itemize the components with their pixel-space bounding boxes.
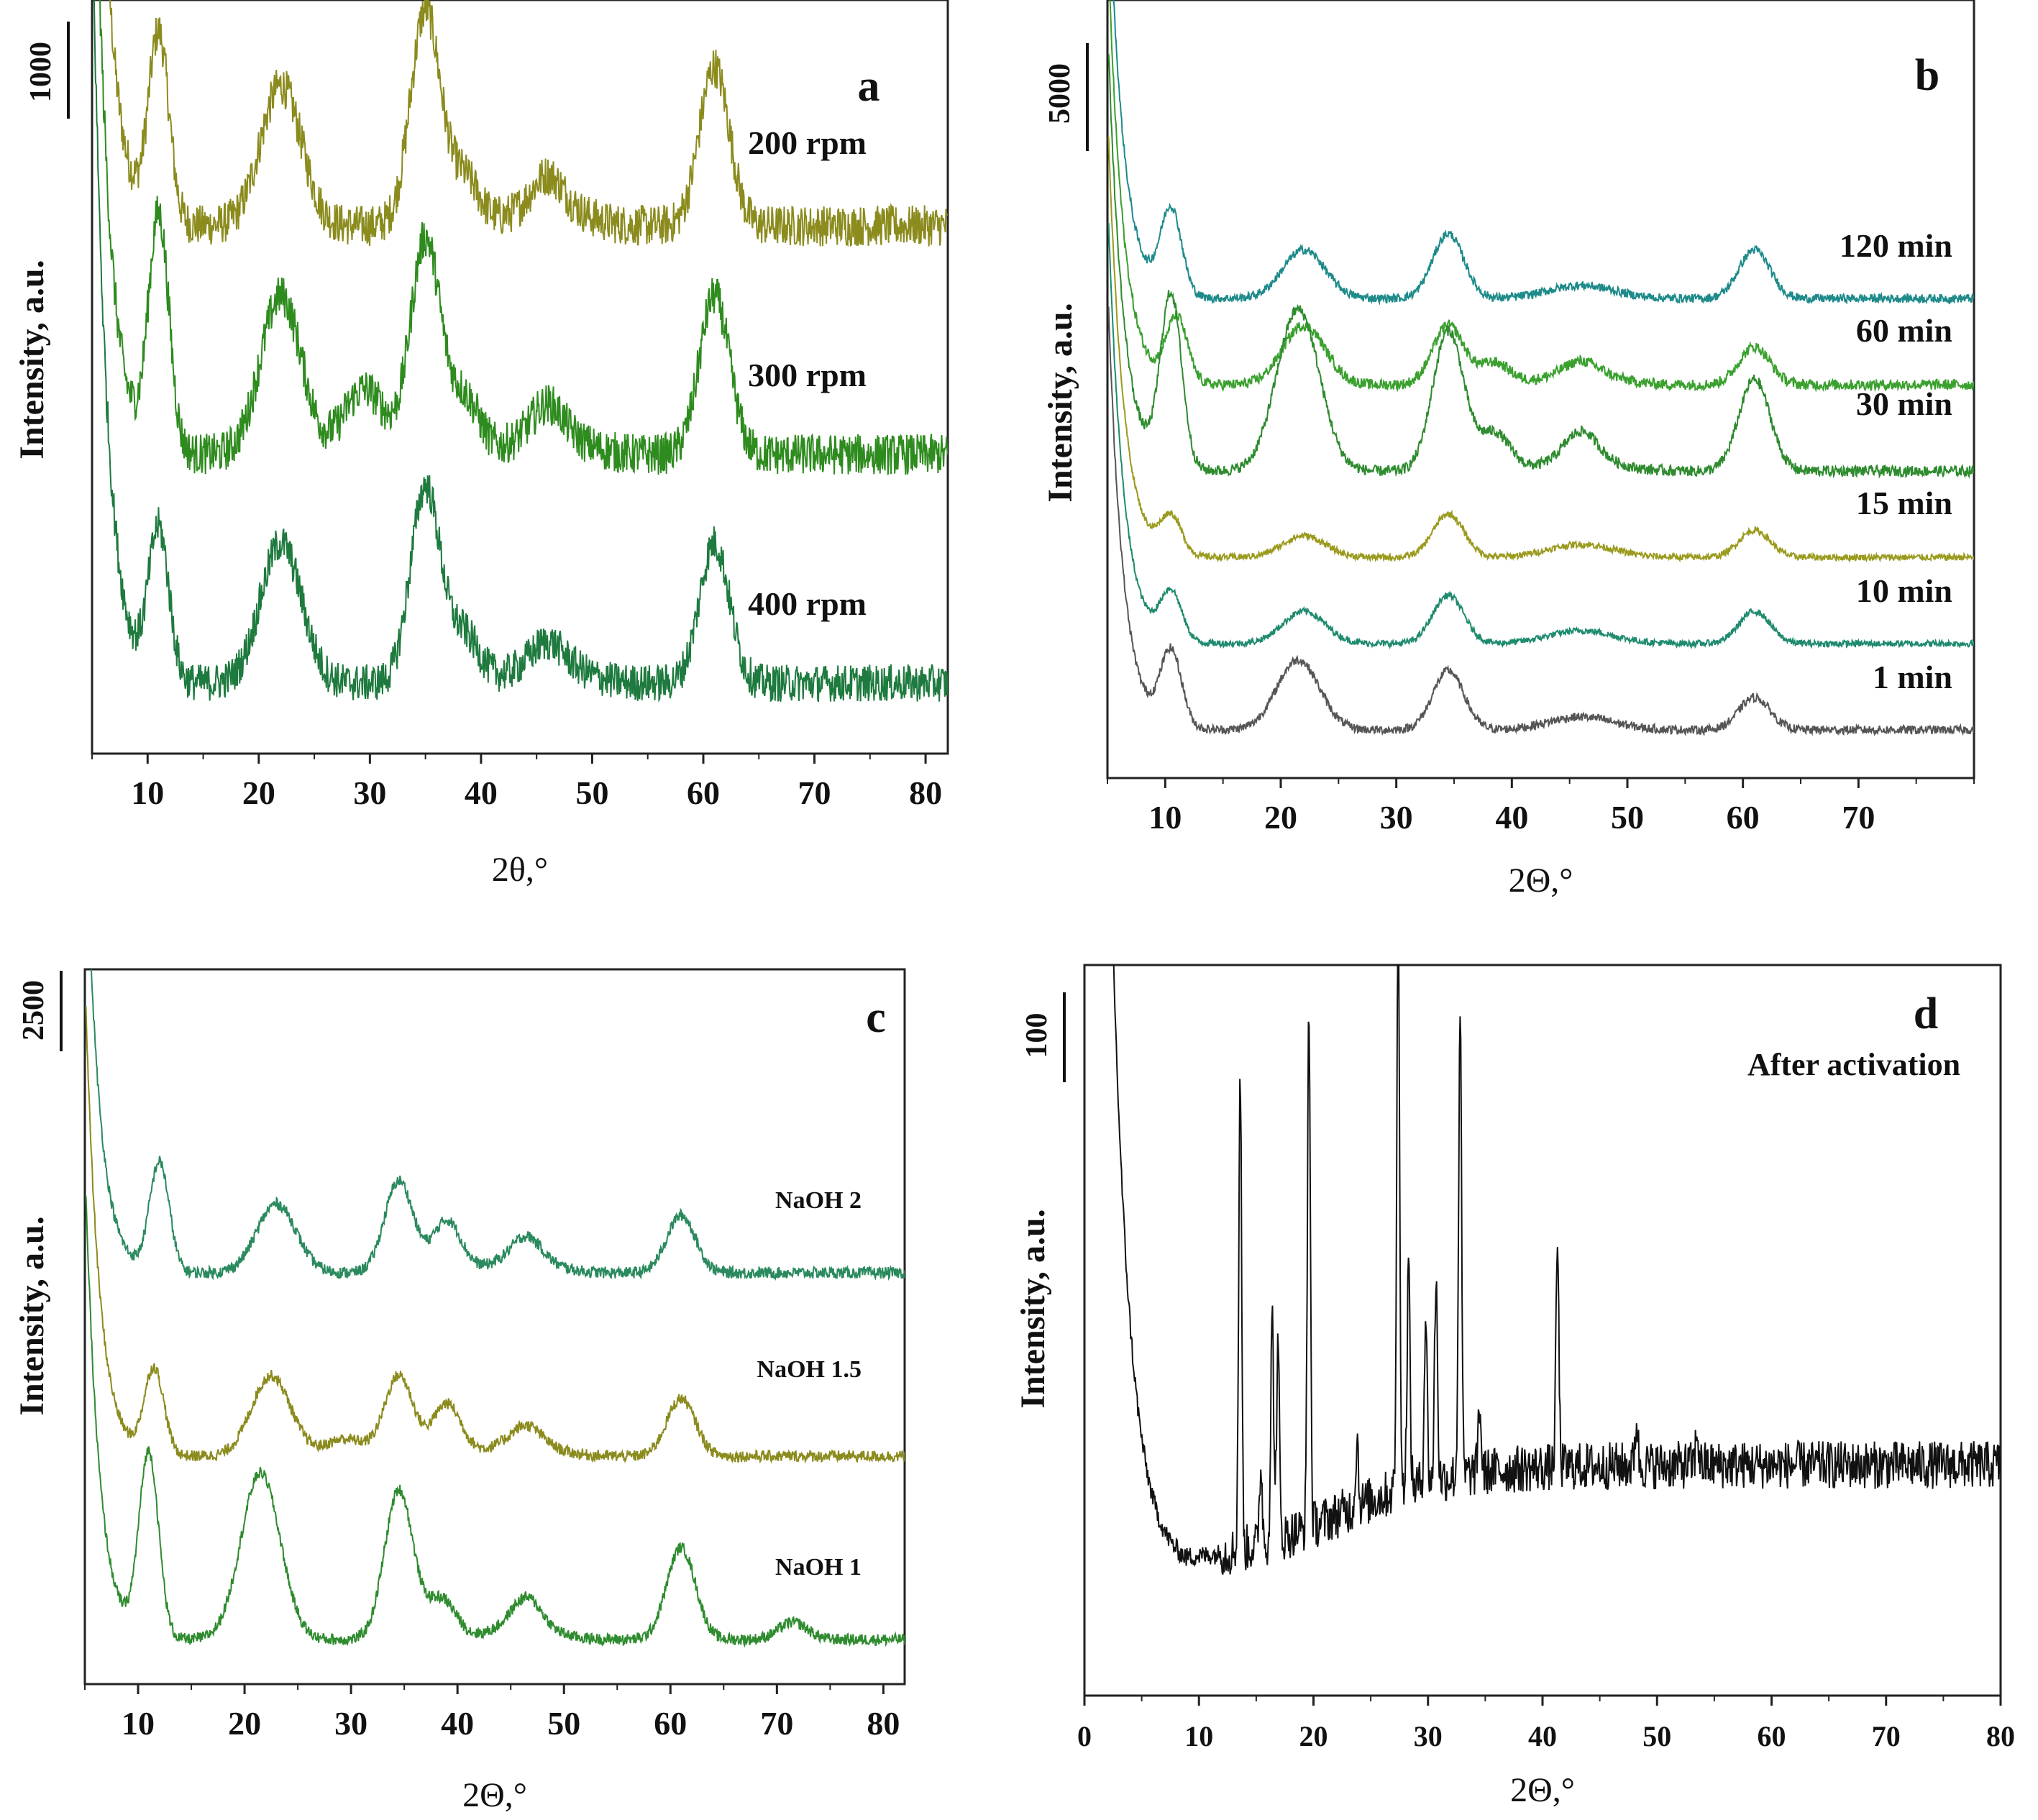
- series-label-c-2: NaOH 1: [775, 1554, 862, 1581]
- panel-c: 10 20 30 40 50 60 70 80 2Θ,° Intensity, a.u. c 2500…: [13, 968, 906, 1814]
- series-label-c-1: NaOH 1.5: [757, 1356, 862, 1383]
- x-axis-label-a: 2θ,°: [492, 851, 548, 889]
- plot-frame-b: [1106, 0, 1975, 779]
- series-label-c-0: NaOH 2: [775, 1187, 862, 1214]
- x-tick-label-c: 80: [867, 1705, 900, 1742]
- panel-annotation-d: After activation: [1747, 1047, 1960, 1082]
- x-tick-label-b: 10: [1148, 799, 1182, 836]
- series-line-a-1: [99, 0, 948, 475]
- x-tick-label-a: 70: [798, 774, 831, 811]
- series-line-c-1: [85, 1006, 905, 1464]
- series-line-b-4: [1107, 223, 1974, 650]
- x-tick-label-c: 70: [760, 1705, 793, 1742]
- x-tick-label-b: 70: [1842, 799, 1875, 836]
- series-line-b-1: [1109, 0, 1974, 393]
- series-label-b-2: 30 min: [1856, 385, 1952, 422]
- series-label-a-2: 400 rpm: [748, 585, 867, 622]
- x-tick-label-b: 30: [1380, 799, 1413, 836]
- series-label-b-1: 60 min: [1856, 312, 1952, 349]
- scale-bar-label-d: 100: [1020, 1013, 1054, 1058]
- panel-label-b: b: [1915, 51, 1939, 100]
- scale-bar-label-b: 5000: [1043, 63, 1077, 124]
- series-label-a-0: 200 rpm: [748, 124, 867, 161]
- x-tick-label-c: 30: [334, 1705, 367, 1742]
- series-label-b-4: 10 min: [1856, 572, 1952, 609]
- x-tick-label-d: 20: [1299, 1720, 1328, 1752]
- series-label-b-5: 1 min: [1873, 659, 1952, 695]
- x-tick-label-b: 40: [1495, 799, 1528, 836]
- series-line-b-2: [1107, 53, 1974, 479]
- series-line-c-2: [85, 1196, 905, 1648]
- x-tick-label-d: 80: [1986, 1720, 2015, 1752]
- series-line-b-3: [1107, 136, 1974, 563]
- x-tick-label-b: 50: [1611, 799, 1644, 836]
- x-tick-label-a: 40: [465, 774, 498, 811]
- panel-d: 0 10 20 30 40 50 60 70 80 2Θ,° Intensity, a.u. d Aft…: [1014, 964, 2015, 1809]
- x-tick-label-c: 60: [654, 1705, 687, 1742]
- series-line-a-2: [93, 0, 948, 703]
- series-line-b-5: [1107, 306, 1974, 737]
- x-tick-label-d: 10: [1184, 1720, 1213, 1752]
- plot-frame-c: [83, 968, 906, 1686]
- panel-label-a: a: [858, 62, 880, 111]
- series-line-b-0: [1112, 0, 1974, 306]
- series-label-b-0: 120 min: [1840, 227, 1952, 264]
- scale-bar-label-a: 1000: [24, 42, 58, 102]
- series-line-c-0: [90, 969, 905, 1281]
- x-tick-label-d: 0: [1077, 1720, 1092, 1752]
- panel-label-d: d: [1914, 989, 1938, 1038]
- y-axis-label-d: Intensity, a.u.: [1014, 1209, 1052, 1408]
- x-tick-label-a: 20: [242, 774, 275, 811]
- series-line-a-0: [109, 0, 948, 247]
- y-axis-label-c: Intensity, a.u.: [13, 1216, 51, 1415]
- x-axis-label-b: 2Θ,°: [1509, 861, 1573, 900]
- x-tick-label-c: 40: [441, 1705, 474, 1742]
- x-tick-label-a: 80: [909, 774, 942, 811]
- x-axis-label-c: 2Θ,°: [462, 1776, 527, 1814]
- plot-frame-a: [91, 0, 949, 755]
- x-tick-label-c: 10: [122, 1705, 155, 1742]
- panel-b: 10 20 30 40 50 60 70 2Θ,° Intensity, a.u. b 5000 12…: [1041, 0, 1975, 900]
- x-tick-label-a: 50: [575, 774, 608, 811]
- series-label-b-3: 15 min: [1856, 485, 1952, 521]
- scale-bar-label-c: 2500: [17, 980, 50, 1041]
- x-tick-label-a: 30: [353, 774, 386, 811]
- x-axis-label-d: 2Θ,°: [1510, 1771, 1575, 1809]
- x-tick-label-c: 50: [547, 1705, 580, 1742]
- series-line-d-0: [1112, 965, 2001, 1575]
- x-tick-label-b: 20: [1264, 799, 1297, 836]
- x-tick-label-a: 10: [131, 774, 164, 811]
- x-tick-label-d: 60: [1758, 1720, 1786, 1752]
- x-tick-label-d: 30: [1414, 1720, 1443, 1752]
- x-tick-label-c: 20: [228, 1705, 261, 1742]
- x-tick-label-d: 70: [1872, 1720, 1901, 1752]
- panel-a: 10 20 30 40 50 60 70 80 2θ,° Intensity, a.u. a 1000…: [13, 0, 949, 889]
- series-label-a-1: 300 rpm: [748, 357, 867, 393]
- panel-label-c: c: [866, 993, 886, 1042]
- x-tick-label-a: 60: [687, 774, 720, 811]
- x-tick-label-d: 50: [1642, 1720, 1671, 1752]
- y-axis-label-b: Intensity, a.u.: [1041, 303, 1079, 502]
- x-tick-label-d: 40: [1528, 1720, 1557, 1752]
- y-axis-label-a: Intensity, a.u.: [13, 260, 51, 459]
- x-tick-label-b: 60: [1727, 799, 1760, 836]
